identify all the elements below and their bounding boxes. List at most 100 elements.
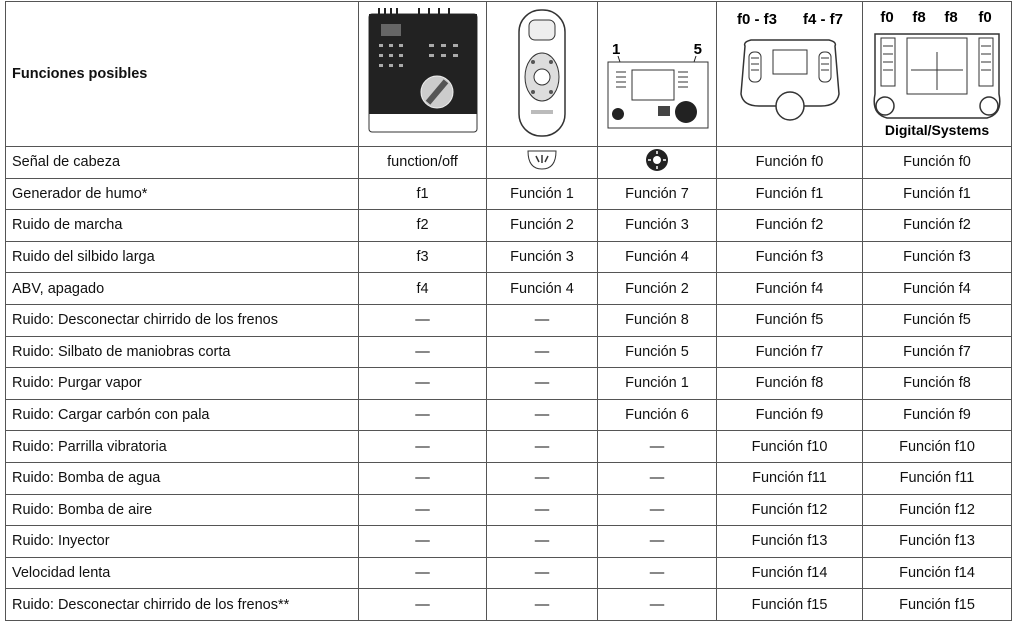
light-icon — [646, 149, 668, 172]
table-row: Ruido: Inyector — — — Función f13 Función f13 — [5, 525, 1012, 558]
device-label: f0 — [978, 9, 991, 26]
function-cell: f4 — [358, 272, 487, 305]
function-cell: — — [597, 493, 717, 527]
function-name: Ruido: Inyector — [5, 525, 359, 558]
function-cell: — — [486, 493, 598, 527]
mobile-station-image: f0 - f3 f4 - f7 — [737, 11, 843, 121]
function-cell: Función f15 — [716, 588, 863, 621]
function-cell: — — [597, 556, 717, 590]
function-cell: Función 3 — [486, 240, 598, 274]
function-cell: Función f5 — [862, 303, 1012, 337]
light-icon — [527, 150, 557, 170]
function-cell: Función f14 — [862, 556, 1012, 590]
function-cell: f1 — [358, 177, 487, 211]
table-row: Ruido: Parrilla vibratoria — — — Función f10… — [5, 430, 1012, 463]
table-row: Ruido: Desconectar chirrido de los freno… — [5, 303, 1012, 337]
function-cell: Función f9 — [862, 398, 1012, 432]
function-cell: Función 1 — [597, 367, 717, 400]
table-row: Ruido: Purgar vapor — — Función 1 Función f8… — [5, 367, 1012, 400]
table-row: Señal de cabeza function/off Función f0 Fun… — [5, 146, 1012, 179]
function-cell: — — [486, 398, 598, 432]
function-cell: — — [358, 430, 487, 463]
function-cell: f2 — [358, 209, 487, 242]
function-cell: Función f15 — [862, 588, 1012, 621]
table-row: Generador de humo* f1 Función 1 Función 7 Fu… — [5, 177, 1012, 211]
function-name: Ruido: Purgar vapor — [5, 367, 359, 400]
function-cell: Función 1 — [486, 177, 598, 211]
function-cell: — — [358, 303, 487, 337]
function-cell: f3 — [358, 240, 487, 274]
function-cell: — — [358, 588, 487, 621]
function-cell: Función f13 — [716, 525, 863, 558]
function-cell: — — [486, 461, 598, 495]
function-cell: Función f1 — [862, 177, 1012, 211]
function-cell: — — [486, 556, 598, 590]
function-cell: Función f7 — [716, 335, 863, 369]
function-cell: — — [486, 525, 598, 558]
device-label: 1 — [612, 41, 620, 58]
function-cell: Función f10 — [716, 430, 863, 463]
function-cell: Función f4 — [862, 272, 1012, 305]
table-row: Ruido: Desconectar chirrido de los freno… — [5, 588, 1012, 621]
function-cell: — — [597, 588, 717, 621]
function-name: ABV, apagado — [5, 272, 359, 305]
function-cell: — — [358, 335, 487, 369]
table-row: ABV, apagado f4 Función 4 Función 2 Función … — [5, 272, 1012, 305]
function-cell: Función f8 — [716, 367, 863, 400]
function-cell: Función 7 — [597, 177, 717, 211]
function-cell: — — [597, 525, 717, 558]
function-cell: — — [358, 398, 487, 432]
function-cell: — — [486, 430, 598, 463]
function-cell: function/off — [358, 146, 487, 179]
header-row: Funciones posibles 1 5 f0 - f3 f4 - f7 f… — [5, 1, 1012, 147]
function-cell: Función f13 — [862, 525, 1012, 558]
function-name: Ruido del silbido larga — [5, 240, 359, 274]
function-cell: — — [486, 303, 598, 337]
function-cell: — — [486, 367, 598, 400]
function-cell: Función f11 — [716, 461, 863, 495]
function-cell: Función f10 — [862, 430, 1012, 463]
function-cell: Función 3 — [597, 209, 717, 242]
function-cell: Función f5 — [716, 303, 863, 337]
central-station-image: 1 5 — [607, 41, 709, 129]
function-name: Ruido: Silbato de maniobras corta — [5, 335, 359, 369]
function-cell: Función f0 — [716, 146, 863, 179]
function-cell: Función f2 — [716, 209, 863, 242]
device-label: f0 — [880, 9, 893, 26]
device-label: f4 - f7 — [803, 11, 843, 28]
function-name: Ruido: Bomba de aire — [5, 493, 359, 527]
function-name: Ruido: Cargar carbón con pala — [5, 398, 359, 432]
device-mobile-station: f0 - f3 f4 - f7 — [716, 1, 863, 147]
function-cell: Función 8 — [597, 303, 717, 337]
function-cell: Función f12 — [862, 493, 1012, 527]
mobile-station-2-image: f0 f8 f8 f0 Digital/Systems — [873, 9, 1001, 138]
function-cell: Función 4 — [486, 272, 598, 305]
table-row: Ruido: Cargar carbón con pala — — Función 6… — [5, 398, 1012, 432]
function-name: Generador de humo* — [5, 177, 359, 211]
function-cell: — — [358, 493, 487, 527]
function-cell: Función f3 — [862, 240, 1012, 274]
device-label: 5 — [694, 41, 702, 58]
device-label: Digital/Systems — [885, 122, 989, 138]
table-row: Velocidad lenta — — — Función f14 Función f14 — [5, 556, 1012, 590]
function-cell: — — [486, 335, 598, 369]
function-cell: Función f8 — [862, 367, 1012, 400]
function-name: Ruido: Desconectar chirrido de los freno… — [5, 303, 359, 337]
function-cell: Función f7 — [862, 335, 1012, 369]
function-cell: Función f4 — [716, 272, 863, 305]
table-row: Ruido del silbido larga f3 Función 3 Funció… — [5, 240, 1012, 274]
function-cell — [597, 146, 717, 179]
device-control-unit — [358, 1, 487, 147]
table-row: Ruido de marcha f2 Función 2 Función 3 Funci… — [5, 209, 1012, 242]
device-label: f8 — [912, 9, 925, 26]
device-central-station: 1 5 — [597, 1, 717, 147]
table-body: Señal de cabeza function/off Función f0 Fun… — [5, 146, 1012, 621]
function-cell: — — [597, 461, 717, 495]
function-cell: Función f2 — [862, 209, 1012, 242]
function-cell: Función 2 — [597, 272, 717, 305]
function-cell: Función 4 — [597, 240, 717, 274]
device-mobile-station-2: f0 f8 f8 f0 Digital/Systems — [862, 1, 1012, 147]
function-cell: — — [358, 461, 487, 495]
